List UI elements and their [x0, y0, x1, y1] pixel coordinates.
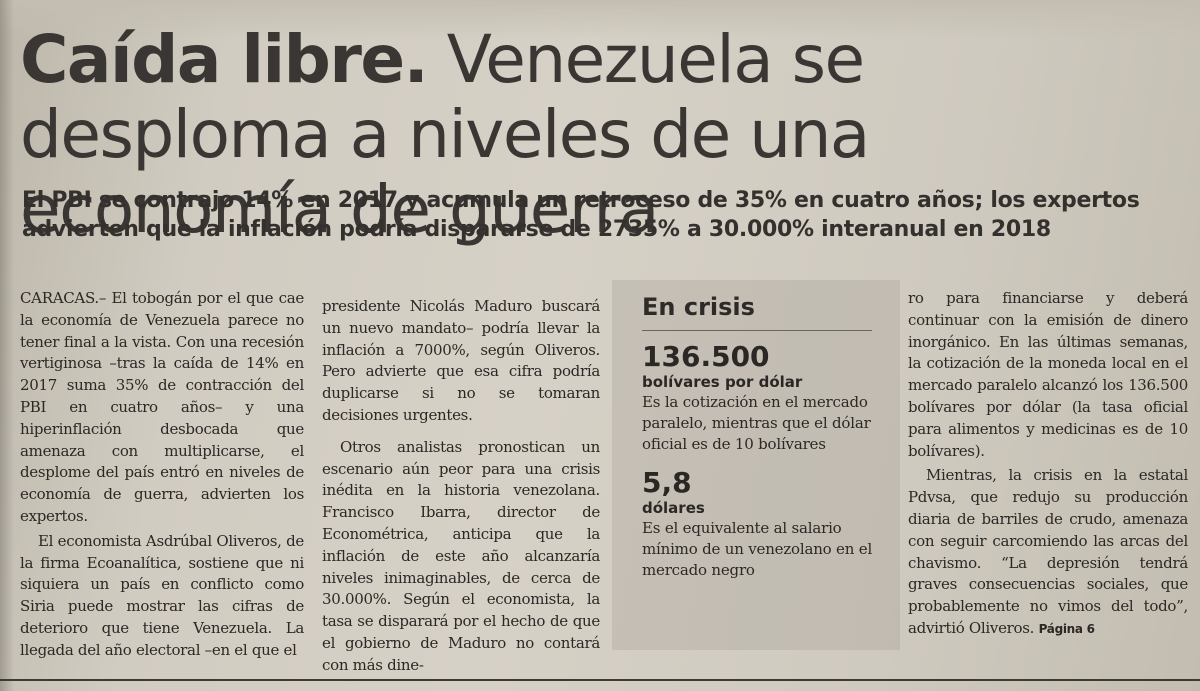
article-column-1: CARACAS.– El tobogán por el que cae la e… [20, 288, 304, 662]
sidebar-divider [642, 330, 872, 331]
paragraph: presidente Nicolás Maduro buscará un nue… [322, 297, 600, 424]
headline-kicker: Caída libre. [20, 21, 429, 98]
sidebar-box: En crisis 136.500 bolívares por dólar Es… [612, 280, 900, 650]
bleed-through-area [0, 0, 1200, 40]
paragraph-text: Mientras, la crisis en la estatal Pdvsa,… [908, 466, 1188, 637]
headline-text: Venezuela se desploma a niveles de una e… [20, 21, 870, 248]
paragraph: CARACAS.– El tobogán por el que cae la e… [20, 289, 304, 525]
article-column-2: presidente Nicolás Maduro buscará un nue… [322, 296, 600, 677]
paragraph: Otros analistas pronostican un escenario… [322, 437, 600, 674]
page-shadow [0, 0, 14, 691]
stat-unit: dólares [642, 499, 705, 517]
article-column-4: ro para financiarse y deberá continuar c… [908, 288, 1188, 641]
page-reference: Página 6 [1038, 621, 1095, 636]
bottom-rule [0, 679, 1200, 681]
paragraph: ro para financiarse y deberá continuar c… [908, 289, 1188, 460]
paragraph: El economista Asdrúbal Oliveros, de la f… [20, 531, 304, 659]
stat-description: Es el equivalente al salario mínimo de u… [642, 519, 873, 579]
stat-figure: 136.500 [642, 340, 770, 373]
stat-figure: 5,8 [642, 466, 692, 499]
headline: Caída libre. Venezuela se desploma a niv… [20, 22, 1190, 247]
stat-unit: bolívares por dólar [642, 373, 803, 391]
deck-subheadline: El PBI se contrajo 14% en 2017 y acumula… [22, 188, 1140, 242]
sidebar-title: En crisis [642, 293, 755, 321]
stat-description: Es la cotización en el mercado paralelo,… [642, 393, 871, 453]
paragraph: Mientras, la crisis en la estatal Pdvsa,… [908, 465, 1188, 640]
